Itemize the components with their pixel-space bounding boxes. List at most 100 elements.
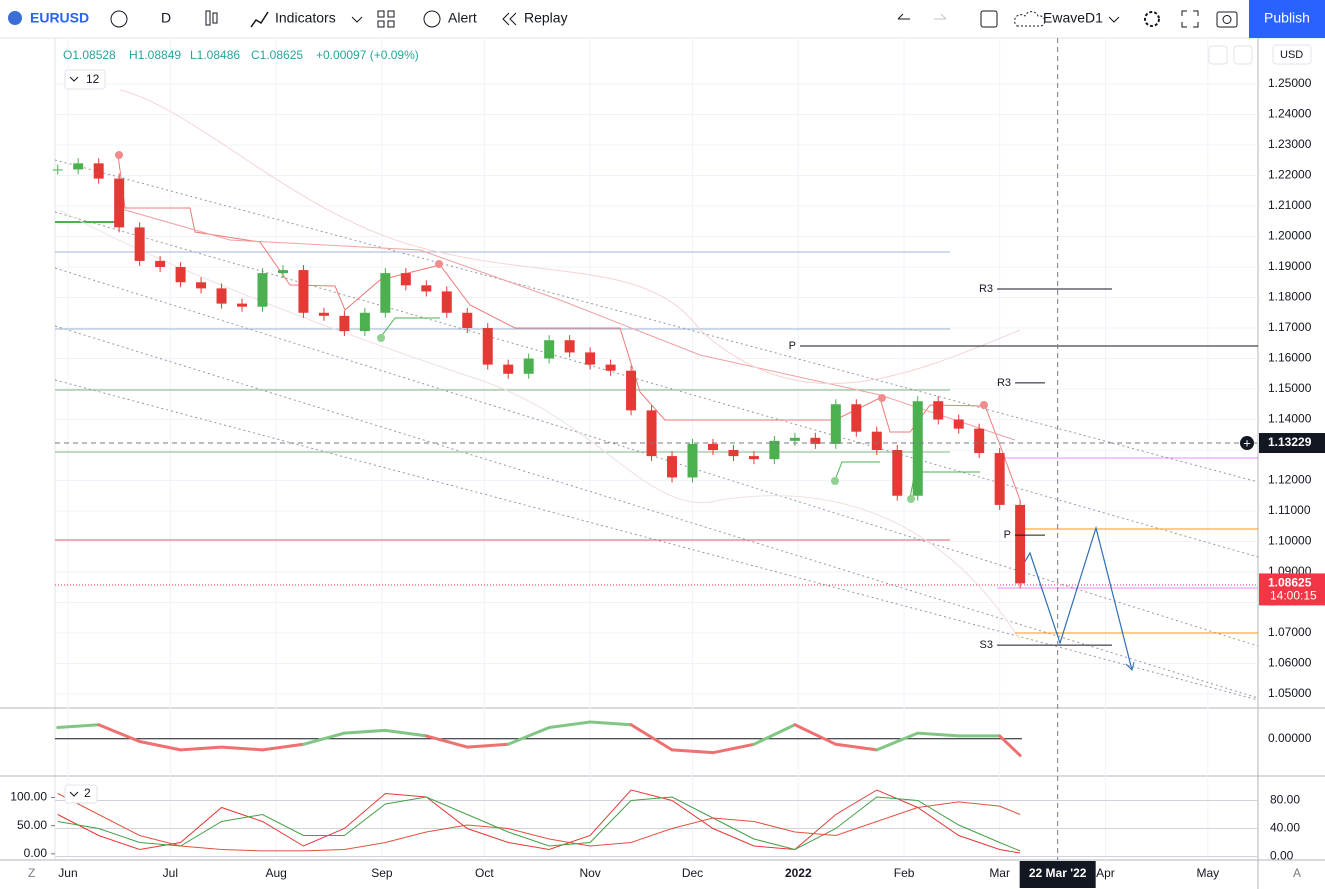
pane-toggle[interactable] [64, 784, 98, 804]
x-tick-label: Aug [265, 866, 286, 880]
channel-lines [54, 159, 1259, 701]
corner-left[interactable]: Z [28, 866, 35, 880]
pivot-high [115, 151, 123, 159]
osc-segment [547, 720, 592, 730]
stoch-left-label: 50.00 [17, 818, 47, 832]
pivot-label: R3 [997, 377, 1011, 389]
candle [789, 437, 800, 441]
drawings [54, 89, 1259, 701]
publish-button-bg[interactable] [1249, 0, 1325, 38]
replay-icon[interactable] [502, 12, 510, 26]
layout-dropdown[interactable] [1108, 16, 1120, 23]
studies-toggle[interactable] [64, 69, 106, 90]
last-price-tag [1259, 573, 1325, 606]
stoch-line [57, 796, 1021, 852]
interval[interactable]: D [161, 10, 171, 26]
candle [564, 340, 575, 353]
undo-icon[interactable] [897, 13, 910, 20]
toggle-arrow [69, 791, 79, 797]
currency-box[interactable] [1272, 44, 1312, 65]
osc-segment [506, 726, 551, 746]
envelope-lower [59, 209, 1021, 641]
studies-count: 12 [86, 72, 100, 86]
osc-segment [711, 742, 756, 755]
compare-icon[interactable] [110, 10, 128, 28]
symbol[interactable]: EURUSD [30, 10, 89, 26]
candle [441, 291, 452, 313]
y-tick-label: 1.07000 [1268, 625, 1312, 639]
dropdown-icon[interactable] [351, 16, 363, 23]
y-tick-label: 1.11000 [1268, 503, 1311, 517]
crosshair-date-tag [1019, 861, 1096, 888]
settings-icon[interactable] [1144, 11, 1160, 27]
x-tick-label: Jun [58, 866, 77, 880]
cloud-icon[interactable] [1014, 11, 1046, 27]
candle [810, 437, 821, 444]
h-levels [55, 251, 950, 330]
x-tick-label: Feb [894, 866, 915, 880]
osc-segment [629, 723, 674, 752]
alert-icon[interactable] [423, 10, 441, 28]
y-tick-label: 1.24000 [1268, 107, 1312, 121]
candle [482, 328, 493, 365]
symbol-flag [8, 11, 22, 25]
scroll-button[interactable] [1208, 45, 1228, 65]
replay-button[interactable]: Replay [524, 10, 568, 26]
y-tick-label: 1.23000 [1268, 137, 1312, 151]
osc-segment [179, 745, 224, 752]
pivot-high [980, 401, 988, 409]
pivot-low [907, 495, 915, 503]
add-button[interactable] [1240, 436, 1254, 451]
stoch-line [57, 789, 1021, 854]
snapshot-icon[interactable] [1216, 11, 1238, 28]
reset-button[interactable] [1233, 45, 1253, 65]
alert-button[interactable]: Alert [448, 10, 477, 26]
ohlc-change: +0.00097 (+0.09%) [316, 48, 419, 62]
candle [298, 270, 309, 313]
osc-segment [56, 723, 101, 730]
forecast-path [1016, 525, 1133, 671]
y-tick-label: 1.05000 [1268, 686, 1312, 700]
crosshair-price-tag [1259, 433, 1325, 454]
pivot-high [435, 260, 443, 268]
corner-right[interactable]: A [1293, 866, 1301, 880]
candle [892, 450, 903, 496]
countdown: 14:00:15 [1270, 589, 1317, 603]
pivot-low [831, 477, 839, 485]
stoch-tick-label: 40.00 [1270, 821, 1300, 835]
h-levels-green [55, 389, 950, 453]
candle [134, 227, 145, 261]
candle [974, 428, 985, 454]
layout-name[interactable]: EwaveD1 [1043, 10, 1103, 26]
indicators-icon[interactable] [250, 11, 269, 28]
stoch-left-label: 0.00 [24, 846, 48, 860]
redo-icon[interactable] [934, 13, 947, 20]
publish-button[interactable]: Publish [1264, 10, 1310, 26]
crosshair-date: 22 Mar '22 [1029, 866, 1087, 880]
candle [769, 440, 780, 460]
candle [93, 163, 104, 179]
candle [544, 340, 555, 359]
indicators-button[interactable]: Indicators [275, 10, 336, 26]
chart-type-icon[interactable] [205, 10, 211, 26]
fullscreen-icon[interactable] [1181, 10, 1199, 28]
candle [830, 404, 841, 444]
y-tick-label: 1.06000 [1268, 656, 1312, 670]
osc-segment [97, 723, 142, 743]
pivot-low [377, 334, 385, 342]
envelope-upper [119, 89, 1021, 384]
currency[interactable]: USD [1280, 49, 1303, 61]
y-tick-label: 1.12000 [1268, 473, 1312, 487]
osc-segment [998, 734, 1022, 757]
select-icon[interactable] [980, 10, 998, 28]
candle [646, 410, 657, 457]
candle [912, 401, 923, 496]
y-tick-label: 1.21000 [1268, 198, 1312, 212]
x-tick-label: Dec [682, 866, 703, 880]
stoch-line [57, 793, 1021, 852]
candle [851, 404, 862, 432]
templates-icon[interactable] [377, 10, 395, 28]
candle [953, 419, 964, 429]
osc-segment [424, 734, 469, 749]
chart-type-icon-2 [212, 12, 218, 24]
